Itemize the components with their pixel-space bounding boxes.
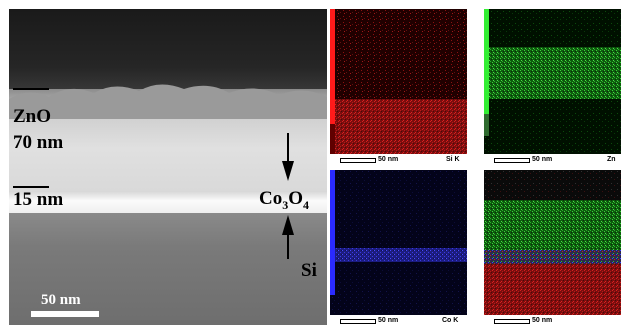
arrow-down-shaft <box>287 133 289 163</box>
arrow-up-shaft <box>287 233 289 259</box>
overlay-scale-bar <box>494 319 530 324</box>
zn-scale-bar <box>494 158 530 163</box>
co3o4-label: Co3O4 <box>259 188 310 212</box>
co-color-bar <box>330 170 335 295</box>
eds-map-zn <box>484 9 621 154</box>
si-color-bar-dark <box>330 124 335 154</box>
zno-label: ZnO <box>13 106 52 127</box>
si-map-footer: 50 nm Si K <box>330 155 467 165</box>
co-map-footer: 50 nm Co K <box>330 316 467 326</box>
overlay-map-footer: 50 nm <box>484 316 621 326</box>
eds-map-si <box>330 9 467 154</box>
co-scale-label: 50 nm <box>378 317 399 324</box>
co-map-image <box>330 170 467 315</box>
si-color-bar <box>330 9 335 124</box>
si-scale-bar <box>340 158 376 163</box>
zn-element-label: Zn <box>607 156 616 163</box>
arrow-down-icon <box>282 161 294 181</box>
co3o4-layer <box>9 191 327 213</box>
si-scale-label: 50 nm <box>378 156 399 163</box>
eds-map-overlay <box>484 170 621 315</box>
zn-scale-label: 50 nm <box>532 156 553 163</box>
zn-color-bar-dark <box>484 114 489 136</box>
tem-vacuum-region <box>9 9 327 93</box>
overlay-scale-label: 50 nm <box>532 317 553 324</box>
zno-thickness-label: 70 nm <box>13 132 64 153</box>
zn-color-bar <box>484 9 489 114</box>
si-element-label: Si K <box>446 156 460 163</box>
zn-map-footer: 50 nm Zn <box>484 155 621 165</box>
co-top-marker <box>13 186 49 188</box>
zn-map-image <box>484 9 621 154</box>
si-label: Si <box>301 260 317 281</box>
co-scale-bar <box>340 319 376 324</box>
overlay-map-image <box>484 170 621 315</box>
zno-top-marker <box>13 88 49 90</box>
scale-bar <box>31 311 99 317</box>
eds-map-co <box>330 170 467 315</box>
scale-bar-label: 50 nm <box>41 292 81 308</box>
si-substrate <box>9 213 327 325</box>
tem-cross-section: ZnO 70 nm 15 nm Co3O4 Si 50 nm <box>9 9 327 325</box>
co-thickness-label: 15 nm <box>13 189 64 210</box>
si-map-image <box>330 9 467 154</box>
co-element-label: Co K <box>442 317 459 324</box>
arrow-up-icon <box>282 215 294 235</box>
zno-surface-texture <box>9 84 327 119</box>
